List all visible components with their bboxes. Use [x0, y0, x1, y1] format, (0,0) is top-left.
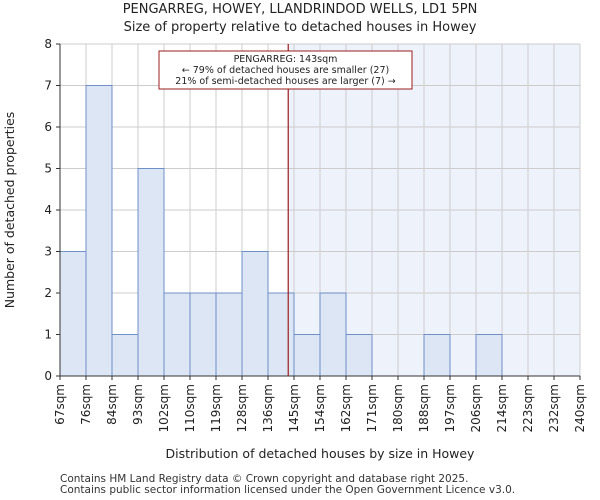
- x-tick-label: 154sqm: [313, 384, 327, 432]
- histogram-bar: [293, 334, 321, 377]
- histogram-bar: [215, 292, 243, 377]
- x-tick-label: 136sqm: [261, 384, 275, 432]
- x-tick-label: 67sqm: [53, 384, 67, 425]
- x-tick-label: 84sqm: [105, 384, 119, 425]
- x-tick-label: 128sqm: [235, 384, 249, 432]
- histogram-bar: [111, 334, 139, 377]
- histogram-bar: [423, 334, 451, 377]
- y-tick-label: 5: [44, 162, 52, 176]
- histogram-bar: [345, 334, 373, 377]
- x-tick-label: 223sqm: [521, 384, 535, 432]
- histogram-bar: [85, 85, 113, 377]
- histogram-bar: [319, 292, 347, 377]
- x-axis-label: Distribution of detached houses by size …: [166, 446, 476, 461]
- histogram-bar: [241, 251, 269, 377]
- annotation-line-2: ← 79% of detached houses are smaller (27…: [182, 65, 389, 76]
- x-tick-label: 214sqm: [495, 384, 509, 432]
- y-tick-label: 3: [44, 245, 52, 259]
- x-tick-label: 180sqm: [391, 384, 405, 432]
- histogram-bar: [137, 168, 165, 377]
- y-tick-label: 8: [44, 37, 52, 51]
- footer-line-1: Contains HM Land Registry data © Crown c…: [60, 473, 469, 485]
- x-tick-label: 102sqm: [157, 384, 171, 432]
- x-tick-label: 76sqm: [79, 384, 93, 425]
- y-tick-label: 4: [44, 203, 52, 217]
- x-tick-label: 206sqm: [469, 384, 483, 432]
- x-tick-label: 197sqm: [443, 384, 457, 432]
- chart-title: PENGARREG, HOWEY, LLANDRINDOD WELLS, LD1…: [122, 2, 478, 17]
- y-tick-label: 7: [44, 79, 52, 93]
- annotation-line-3: 21% of semi-detached houses are larger (…: [175, 76, 395, 87]
- x-tick-label: 93sqm: [131, 384, 145, 425]
- histogram-bar: [475, 334, 503, 377]
- chart-subtitle: Size of property relative to detached ho…: [123, 20, 477, 35]
- histogram-bar: [163, 292, 191, 377]
- x-tick-label: 232sqm: [547, 384, 561, 432]
- x-tick-label: 240sqm: [573, 384, 587, 432]
- y-tick-label: 6: [44, 120, 52, 134]
- y-axis-label: Number of detached properties: [2, 112, 17, 309]
- x-tick-label: 162sqm: [339, 384, 353, 432]
- x-tick-label: 145sqm: [287, 384, 301, 432]
- annotation-line-1: PENGARREG: 143sqm: [234, 54, 338, 65]
- y-tick-label: 0: [44, 369, 52, 383]
- x-tick-label: 188sqm: [417, 384, 431, 432]
- x-tick-label: 119sqm: [209, 384, 223, 432]
- x-tick-label: 110sqm: [183, 384, 197, 432]
- y-tick-label: 2: [44, 286, 52, 300]
- x-tick-label: 171sqm: [365, 384, 379, 432]
- y-tick-label: 1: [44, 328, 52, 342]
- annotation-box: [158, 50, 413, 90]
- histogram-bar: [189, 292, 217, 377]
- histogram-bar: [267, 292, 295, 377]
- histogram-bar: [59, 251, 87, 377]
- footer-line-2: Contains public sector information licen…: [60, 484, 516, 496]
